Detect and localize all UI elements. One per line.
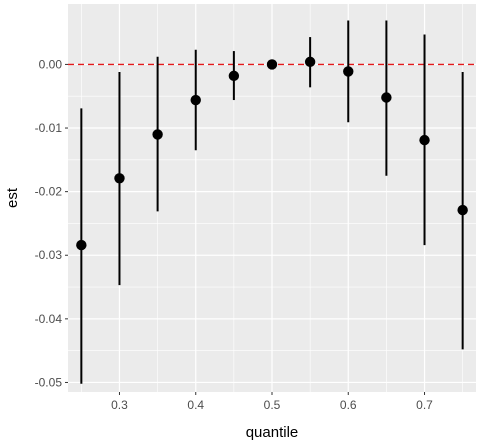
data-point [343,66,354,77]
data-point [76,239,87,251]
y-tick-label: -0.05 [35,375,63,389]
data-point [190,94,201,106]
y-tick-label: -0.03 [35,248,63,262]
x-tick-label: 0.7 [416,398,433,412]
data-point [228,70,240,82]
x-tick-label: 0.5 [264,398,281,412]
y-axis: 0.00 -0.01 -0.02 -0.03 -0.04 -0.05 [35,57,68,389]
data-point [419,134,430,146]
data-point [152,129,163,140]
data-point [114,173,125,184]
data-point [266,59,278,70]
y-tick-label: -0.04 [35,312,63,326]
y-tick-label: 0.00 [39,57,63,71]
x-tick-label: 0.3 [111,398,128,412]
x-axis: 0.3 0.4 0.5 0.6 0.7 [111,392,433,412]
data-point [457,204,468,216]
data-point [381,92,392,103]
y-tick-label: -0.02 [35,185,63,199]
y-axis-title: est [4,187,21,208]
x-tick-label: 0.4 [187,398,204,412]
y-tick-label: -0.01 [35,121,63,135]
x-tick-label: 0.6 [340,398,357,412]
x-axis-title: quantile [246,424,299,441]
data-point [304,56,316,68]
point-layer [76,56,468,251]
